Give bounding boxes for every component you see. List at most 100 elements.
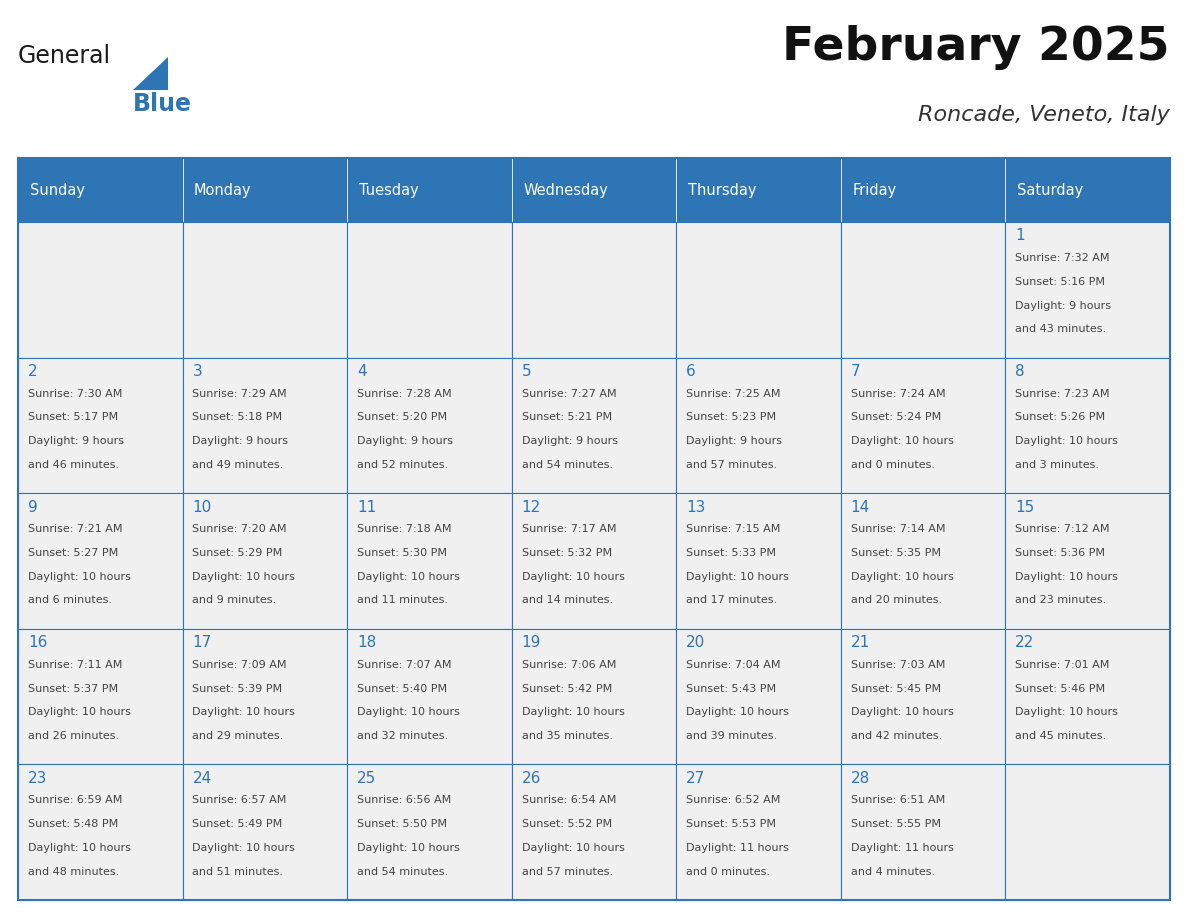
Bar	[841, 629, 1005, 765]
Text: 25: 25	[358, 770, 377, 786]
Text: Sunset: 5:32 PM: Sunset: 5:32 PM	[522, 548, 612, 558]
Text: and 9 minutes.: and 9 minutes.	[192, 596, 277, 606]
Text: Sunset: 5:39 PM: Sunset: 5:39 PM	[192, 684, 283, 694]
Text: Daylight: 10 hours: Daylight: 10 hours	[192, 707, 296, 717]
Text: and 11 minutes.: and 11 minutes.	[358, 596, 448, 606]
Text: Daylight: 10 hours: Daylight: 10 hours	[27, 843, 131, 853]
Bar	[512, 493, 676, 629]
Bar	[347, 158, 512, 222]
Text: Sunrise: 6:57 AM: Sunrise: 6:57 AM	[192, 795, 286, 805]
Bar	[183, 358, 347, 493]
Text: Monday: Monday	[194, 183, 252, 197]
Bar	[18, 493, 183, 629]
Text: Daylight: 10 hours: Daylight: 10 hours	[192, 572, 296, 582]
Text: and 20 minutes.: and 20 minutes.	[851, 596, 942, 606]
Text: Sunrise: 7:09 AM: Sunrise: 7:09 AM	[192, 660, 287, 670]
Text: Sunset: 5:49 PM: Sunset: 5:49 PM	[192, 819, 283, 829]
Text: Sunset: 5:21 PM: Sunset: 5:21 PM	[522, 412, 612, 422]
Text: and 43 minutes.: and 43 minutes.	[1016, 324, 1106, 334]
Bar	[183, 493, 347, 629]
Text: Sunrise: 7:32 AM: Sunrise: 7:32 AM	[1016, 253, 1110, 263]
Text: and 29 minutes.: and 29 minutes.	[192, 731, 284, 741]
Text: Sunrise: 7:20 AM: Sunrise: 7:20 AM	[192, 524, 287, 534]
Bar	[183, 765, 347, 900]
Bar	[347, 358, 512, 493]
Text: 8: 8	[1016, 364, 1025, 379]
Text: and 4 minutes.: and 4 minutes.	[851, 867, 935, 877]
Bar	[676, 629, 841, 765]
Bar	[347, 765, 512, 900]
Bar	[18, 765, 183, 900]
Text: and 54 minutes.: and 54 minutes.	[358, 867, 448, 877]
Text: 28: 28	[851, 770, 870, 786]
Text: 17: 17	[192, 635, 211, 650]
Text: Sunrise: 6:52 AM: Sunrise: 6:52 AM	[687, 795, 781, 805]
Bar	[512, 629, 676, 765]
Text: Daylight: 11 hours: Daylight: 11 hours	[687, 843, 789, 853]
Text: and 54 minutes.: and 54 minutes.	[522, 460, 613, 470]
Text: Thursday: Thursday	[688, 183, 757, 197]
Text: 14: 14	[851, 499, 870, 515]
Text: and 17 minutes.: and 17 minutes.	[687, 596, 777, 606]
Bar	[18, 629, 183, 765]
Text: 24: 24	[192, 770, 211, 786]
Text: and 39 minutes.: and 39 minutes.	[687, 731, 777, 741]
Text: Sunrise: 7:03 AM: Sunrise: 7:03 AM	[851, 660, 946, 670]
Text: 11: 11	[358, 499, 377, 515]
Bar	[841, 493, 1005, 629]
Text: and 26 minutes.: and 26 minutes.	[27, 731, 119, 741]
Text: Sunset: 5:16 PM: Sunset: 5:16 PM	[1016, 277, 1105, 287]
Text: and 0 minutes.: and 0 minutes.	[851, 460, 935, 470]
Text: Daylight: 10 hours: Daylight: 10 hours	[1016, 707, 1118, 717]
Text: and 52 minutes.: and 52 minutes.	[358, 460, 448, 470]
Text: Daylight: 11 hours: Daylight: 11 hours	[851, 843, 954, 853]
Text: Sunrise: 7:18 AM: Sunrise: 7:18 AM	[358, 524, 451, 534]
Text: Roncade, Veneto, Italy: Roncade, Veneto, Italy	[918, 106, 1170, 125]
Bar	[1005, 358, 1170, 493]
Text: Daylight: 10 hours: Daylight: 10 hours	[851, 707, 954, 717]
Text: Blue: Blue	[133, 92, 192, 117]
Bar	[676, 493, 841, 629]
Text: Wednesday: Wednesday	[523, 183, 608, 197]
Text: Friday: Friday	[852, 183, 897, 197]
Text: Tuesday: Tuesday	[359, 183, 418, 197]
Text: Sunrise: 7:17 AM: Sunrise: 7:17 AM	[522, 524, 617, 534]
Text: 6: 6	[687, 364, 696, 379]
Text: Sunset: 5:43 PM: Sunset: 5:43 PM	[687, 684, 776, 694]
Text: Sunset: 5:45 PM: Sunset: 5:45 PM	[851, 684, 941, 694]
Text: 27: 27	[687, 770, 706, 786]
Text: Sunset: 5:48 PM: Sunset: 5:48 PM	[27, 819, 118, 829]
Text: Daylight: 10 hours: Daylight: 10 hours	[687, 707, 789, 717]
Text: February 2025: February 2025	[783, 26, 1170, 71]
Text: 20: 20	[687, 635, 706, 650]
Text: Sunrise: 7:27 AM: Sunrise: 7:27 AM	[522, 388, 617, 398]
Text: Sunset: 5:55 PM: Sunset: 5:55 PM	[851, 819, 941, 829]
Bar	[512, 358, 676, 493]
Bar	[347, 222, 512, 358]
Text: Sunset: 5:46 PM: Sunset: 5:46 PM	[1016, 684, 1105, 694]
Bar	[347, 493, 512, 629]
Text: Sunrise: 7:24 AM: Sunrise: 7:24 AM	[851, 388, 946, 398]
Text: Sunrise: 6:56 AM: Sunrise: 6:56 AM	[358, 795, 451, 805]
Bar	[512, 158, 676, 222]
Text: Daylight: 10 hours: Daylight: 10 hours	[522, 843, 625, 853]
Text: Sunset: 5:37 PM: Sunset: 5:37 PM	[27, 684, 118, 694]
Text: and 45 minutes.: and 45 minutes.	[1016, 731, 1106, 741]
Text: Sunrise: 7:23 AM: Sunrise: 7:23 AM	[1016, 388, 1110, 398]
Text: and 49 minutes.: and 49 minutes.	[192, 460, 284, 470]
Text: 22: 22	[1016, 635, 1035, 650]
Text: Daylight: 10 hours: Daylight: 10 hours	[358, 572, 460, 582]
Bar	[18, 222, 183, 358]
Text: and 3 minutes.: and 3 minutes.	[1016, 460, 1099, 470]
Text: 26: 26	[522, 770, 541, 786]
Bar	[183, 629, 347, 765]
Text: Daylight: 9 hours: Daylight: 9 hours	[522, 436, 618, 446]
Text: Daylight: 9 hours: Daylight: 9 hours	[27, 436, 124, 446]
Text: and 46 minutes.: and 46 minutes.	[27, 460, 119, 470]
Text: 10: 10	[192, 499, 211, 515]
Bar	[841, 222, 1005, 358]
Bar	[18, 158, 183, 222]
Text: and 6 minutes.: and 6 minutes.	[27, 596, 112, 606]
Text: Sunset: 5:36 PM: Sunset: 5:36 PM	[1016, 548, 1105, 558]
Text: Sunday: Sunday	[30, 183, 84, 197]
